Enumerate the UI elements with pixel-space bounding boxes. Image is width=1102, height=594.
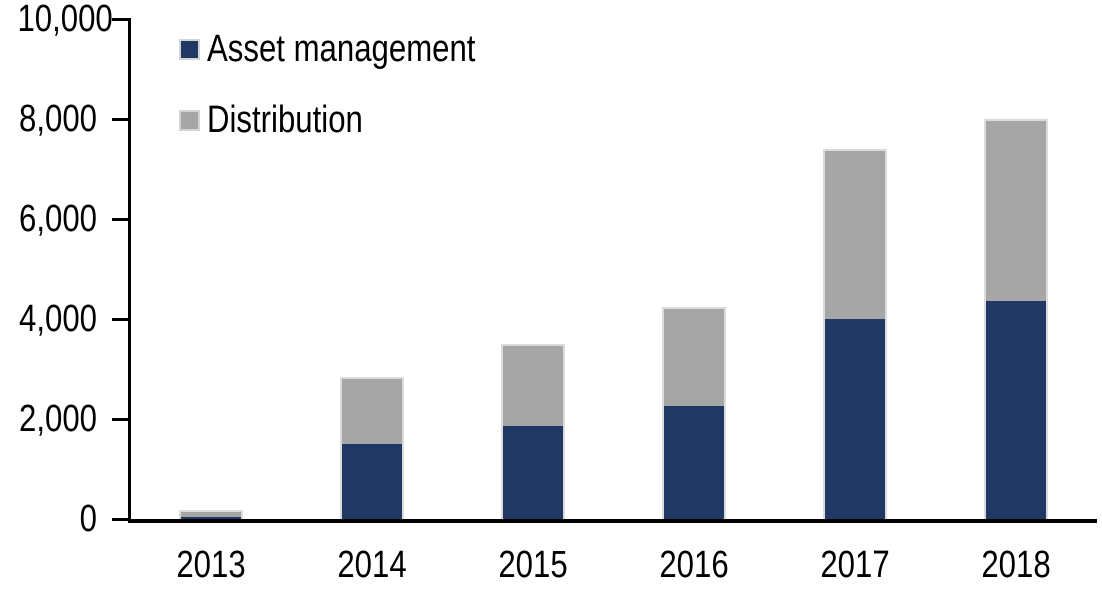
y-tick-label-0: 0 (79, 498, 97, 540)
y-tick-label-2,000: 2,000 (19, 398, 97, 440)
legend-item-distribution: Distribution (179, 101, 397, 139)
legend-label-distribution: Distribution (207, 99, 363, 141)
y-tick-label-4,000: 4,000 (19, 298, 97, 340)
bar-2018-distribution-segment (986, 121, 1047, 301)
bar-2015-asset-management-segment (502, 426, 563, 519)
y-tick-label-10,000: 10,000 (17, 0, 113, 40)
bar-2016 (662, 306, 727, 519)
bar-2018 (984, 119, 1049, 519)
bar-2016-distribution-segment (664, 308, 725, 406)
y-tick-label-8,000: 8,000 (19, 98, 97, 140)
bar-2017 (823, 149, 888, 519)
bar-2017-asset-management-segment (825, 318, 886, 519)
y-tick-0 (112, 518, 128, 521)
x-tick-label-2017: 2017 (820, 544, 890, 586)
y-tick-10,000 (112, 18, 128, 21)
bar-2014 (339, 376, 404, 519)
y-tick-4,000 (112, 318, 128, 321)
y-tick-6,000 (112, 218, 128, 221)
bar-2018-asset-management-segment (986, 301, 1047, 519)
bar-2015-distribution-segment (502, 346, 563, 426)
x-axis-line (128, 519, 1097, 523)
bar-2013-distribution-segment (180, 512, 241, 517)
y-axis-line (128, 18, 131, 522)
bar-2015 (500, 344, 565, 519)
bar-2013 (178, 510, 243, 519)
x-tick-label-2018: 2018 (981, 544, 1052, 586)
bar-2014-distribution-segment (341, 378, 402, 444)
bar-2014-asset-management-segment (341, 443, 402, 519)
x-tick-label-2013: 2013 (175, 544, 246, 586)
legend-swatch-asset-management (179, 38, 200, 60)
bar-2016-asset-management-segment (664, 406, 725, 519)
bar-2017-distribution-segment (825, 151, 886, 319)
bar-2013-asset-management-segment (180, 516, 241, 519)
x-tick-label-2016: 2016 (659, 544, 729, 586)
y-tick-2,000 (112, 418, 128, 421)
x-tick-label-2014: 2014 (337, 544, 407, 586)
y-tick-label-6,000: 6,000 (19, 198, 97, 240)
x-tick-label-2015: 2015 (498, 544, 568, 586)
legend-swatch-distribution (179, 109, 200, 131)
y-tick-8,000 (112, 118, 128, 121)
legend-item-asset-management: Asset management (179, 30, 534, 68)
legend-label-asset-management: Asset management (207, 28, 476, 70)
